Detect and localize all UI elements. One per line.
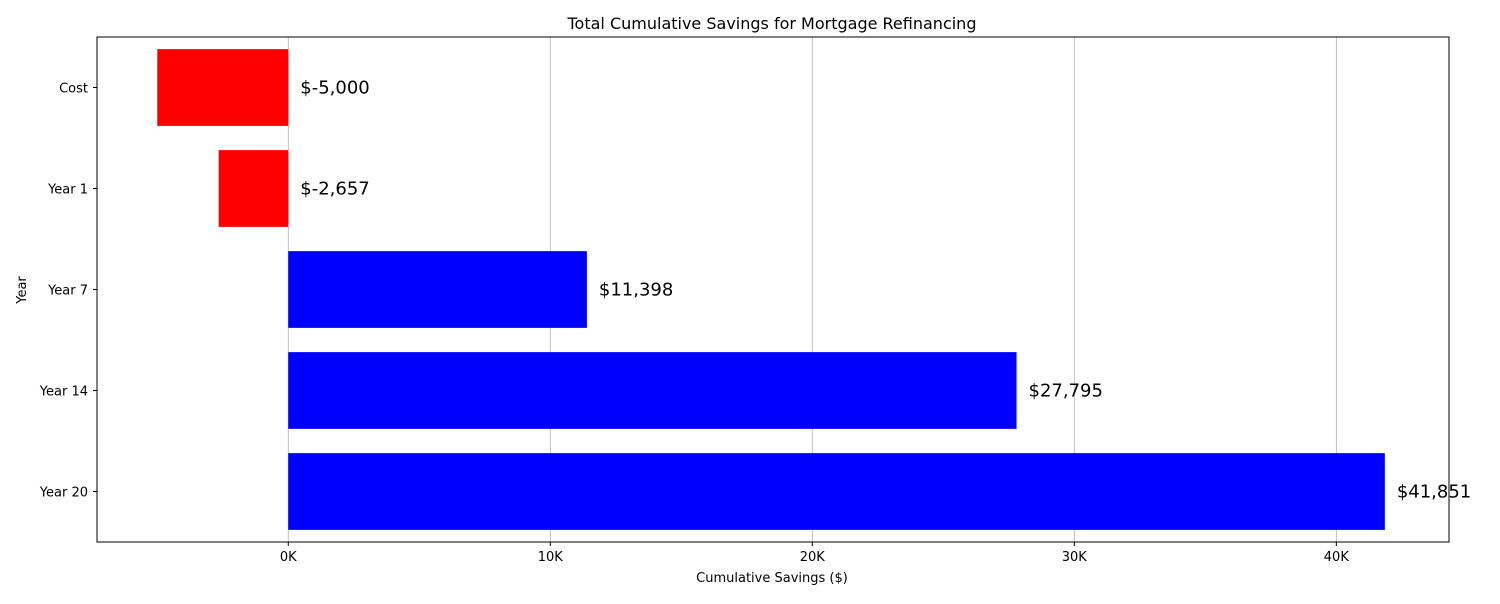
chart-title: Total Cumulative Savings for Mortgage Re… — [567, 14, 977, 33]
bars — [157, 49, 1385, 530]
x-tick-label: 40K — [1324, 550, 1350, 565]
x-axis-ticks: 0K 10K 20K 30K 40K — [280, 542, 1349, 565]
bar-data-label: $11,398 — [599, 280, 673, 301]
x-tick-label: 0K — [280, 550, 297, 565]
x-axis-label: Cumulative Savings ($) — [696, 571, 848, 586]
x-tick-label: 10K — [538, 550, 564, 565]
bar-data-label: $41,851 — [1397, 482, 1471, 503]
y-axis-ticks: Cost Year 1 Year 7 Year 14 Year 20 — [39, 82, 97, 501]
x-tick-label: 20K — [800, 550, 826, 565]
y-tick-label: Year 20 — [39, 486, 88, 501]
bar-year-20 — [288, 453, 1385, 530]
y-tick-label: Year 1 — [47, 183, 88, 198]
bar-data-label: $27,795 — [1029, 381, 1103, 402]
y-tick-label: Year 7 — [47, 284, 88, 299]
bar-cost — [157, 49, 289, 126]
y-axis-label: Year — [15, 276, 30, 305]
bar-data-label: $-5,000 — [300, 78, 369, 99]
y-tick-label: Cost — [59, 82, 88, 97]
y-tick-label: Year 14 — [39, 385, 88, 400]
bar-data-labels: $-5,000 $-2,657 $11,398 $27,795 $41,851 — [300, 78, 1471, 503]
bar-year-14 — [288, 352, 1017, 429]
x-tick-label: 30K — [1062, 550, 1088, 565]
bar-year-7 — [288, 251, 587, 328]
bar-data-label: $-2,657 — [300, 179, 369, 200]
bar-year-1 — [218, 150, 289, 227]
